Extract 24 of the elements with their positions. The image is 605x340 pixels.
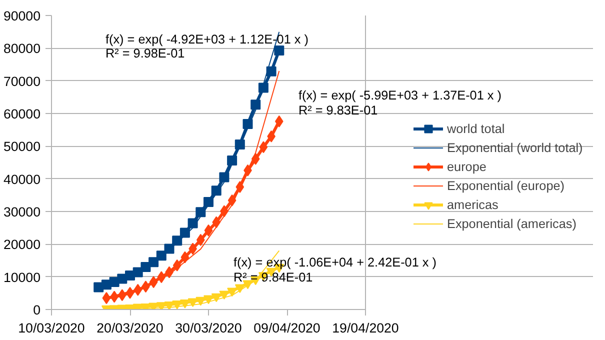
x-tick-label: 09/04/2020 (254, 320, 320, 336)
x-tick-label: 30/03/2020 (175, 320, 242, 336)
x-tick-label: 19/04/2020 (332, 320, 399, 336)
legend-label: Exponential (world total) (447, 140, 583, 157)
y-tick-label: 40000 (3, 172, 40, 187)
y-tick-label: 90000 (3, 8, 40, 24)
annotation: R² = 9.83E-01 (298, 104, 378, 118)
y-tick-label: 80000 (3, 41, 40, 56)
legend-label: Exponential (americas) (447, 216, 576, 233)
y-tick-label: 60000 (3, 106, 40, 122)
y-tick-label: 20000 (3, 237, 40, 252)
y-tick-label: 0 (33, 302, 41, 318)
y-tick-label: 70000 (3, 74, 40, 89)
x-tick-label: 10/03/2020 (18, 320, 85, 336)
y-tick-label: 30000 (3, 204, 40, 220)
x-tick-label: 20/03/2020 (96, 320, 164, 336)
y-tick-label: 10000 (3, 270, 40, 285)
annotation: R² = 9.98E-01 (106, 46, 185, 60)
legend-label: europe (447, 158, 486, 176)
legend-label: americas (447, 196, 498, 214)
y-tick-label: 50000 (3, 139, 40, 154)
annotation: f(x) = exp( -5.99E+03 + 1.37E-01 x ) (298, 88, 502, 102)
legend-label: Exponential (europe) (447, 178, 564, 195)
legend-label: world total (447, 120, 505, 138)
